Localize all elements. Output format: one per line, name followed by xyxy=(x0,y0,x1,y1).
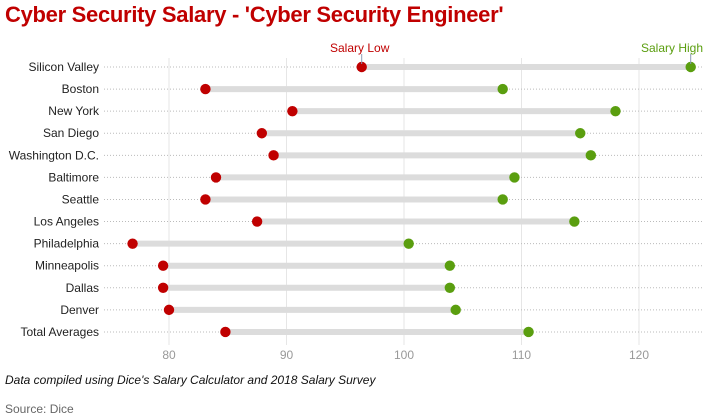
salary-low-point xyxy=(251,216,263,227)
category-label: Denver xyxy=(60,303,99,317)
x-tick-label: 80 xyxy=(162,348,176,362)
salary-high-point xyxy=(610,105,621,117)
salary-high-point xyxy=(523,326,534,338)
salary-low-point xyxy=(157,260,169,271)
chart-title: Cyber Security Salary - 'Cyber Security … xyxy=(5,2,504,27)
chart-row: Seattle xyxy=(62,192,703,206)
category-label: Washington D.C. xyxy=(9,148,99,162)
chart-row: San Diego xyxy=(43,126,703,140)
salary-low-point xyxy=(268,150,279,161)
category-label: San Diego xyxy=(43,126,99,140)
source-credit: Source: Dice xyxy=(5,402,74,416)
salary-low-point xyxy=(210,172,222,183)
chart-row: Baltimore xyxy=(48,170,703,184)
rows: Silicon Valley Boston New York San Diego Was… xyxy=(9,60,703,339)
salary-high-point xyxy=(444,282,456,293)
category-label: Dallas xyxy=(66,281,99,295)
chart-row: Washington D.C. xyxy=(9,148,703,162)
category-label: Minneapolis xyxy=(35,259,99,273)
chart-row: Philadelphia xyxy=(34,237,703,251)
category-label: New York xyxy=(48,104,100,118)
salary-high-point xyxy=(497,83,508,95)
salary-high-point xyxy=(444,260,456,271)
chart-row: Dallas xyxy=(66,281,703,295)
salary-high-point xyxy=(497,194,508,205)
chart-row: Total Averages xyxy=(21,325,703,339)
chart-row: Silicon Valley xyxy=(29,60,703,74)
salary-low-point xyxy=(127,238,138,249)
salary-low-point xyxy=(287,105,298,117)
salary-low-point xyxy=(356,61,367,73)
legend-annotations: Salary Low Salary High xyxy=(330,41,703,64)
salary-low-point xyxy=(200,83,211,95)
salary-high-point xyxy=(585,150,597,161)
category-label: Silicon Valley xyxy=(29,60,99,74)
salary-high-point xyxy=(569,216,580,227)
category-label: Philadelphia xyxy=(34,237,100,251)
x-tick-label: 120 xyxy=(629,348,649,362)
salary-high-point xyxy=(403,238,414,249)
salary-high-point xyxy=(509,172,520,183)
dumbbell-chart: Silicon Valley Boston New York San Diego Was… xyxy=(9,41,703,362)
x-axis-ticks: 80 90 100 110 120 xyxy=(162,348,649,362)
legend-salary-low: Salary Low xyxy=(330,41,390,55)
salary-low-point xyxy=(220,326,231,338)
legend-salary-high: Salary High xyxy=(641,41,703,55)
chart-row: Boston xyxy=(62,82,703,96)
chart-row: Los Angeles xyxy=(34,215,703,229)
x-tick-label: 90 xyxy=(280,348,294,362)
chart-row: Denver xyxy=(60,303,703,317)
category-label: Baltimore xyxy=(48,170,99,184)
salary-high-point xyxy=(450,304,461,316)
category-label: Seattle xyxy=(62,192,100,206)
chart-row: Minneapolis xyxy=(35,259,703,273)
x-tick-label: 100 xyxy=(394,348,414,362)
category-label: Boston xyxy=(62,82,99,96)
salary-low-point xyxy=(256,128,268,139)
x-tick-label: 110 xyxy=(512,348,531,362)
salary-low-point xyxy=(163,304,175,316)
category-label: Los Angeles xyxy=(34,215,99,229)
data-note: Data compiled using Dice's Salary Calcul… xyxy=(5,373,376,387)
salary-high-point xyxy=(575,128,586,139)
salary-low-point xyxy=(200,194,211,205)
category-label: Total Averages xyxy=(21,325,100,339)
chart-row: New York xyxy=(48,104,703,118)
salary-low-point xyxy=(157,282,169,293)
salary-high-point xyxy=(685,61,696,73)
